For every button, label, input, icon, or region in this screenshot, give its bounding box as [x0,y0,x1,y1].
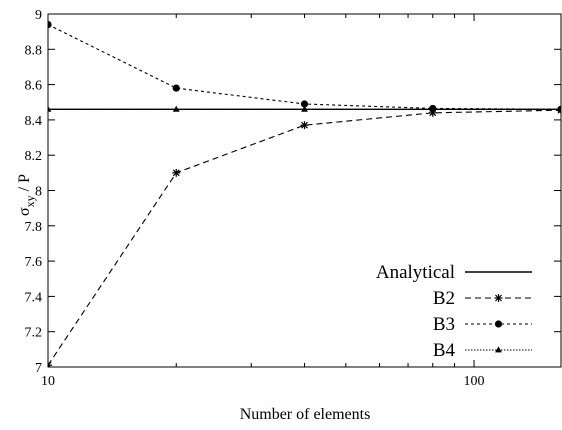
data-point-circle [172,84,180,92]
data-point-circle [300,100,309,108]
legend-label: B4 [433,340,456,361]
series-b3 [48,20,561,113]
y-tick-label: 7.6 [25,255,43,270]
axis-ticks: 7 7.2 7.4 7.6 7.8 8 8.2 8.4 8.6 8.8 9 10 100 [25,8,561,389]
y-axis-label-subscript: xy [23,195,37,207]
y-tick-label: 8 [35,185,42,200]
data-point-asterisk [494,294,503,302]
y-tick-label: 7 [35,361,42,376]
y-axis-label-symbol: σ [16,207,33,216]
y-tick-label: 8.6 [25,79,43,94]
data-point-circle [494,320,503,328]
y-tick-label: 7.4 [25,290,43,305]
y-tick-label: 8.8 [25,43,43,58]
y-tick-label: 8.4 [25,114,43,129]
data-point-triangle [172,105,180,112]
data-point-asterisk [300,121,309,130]
series-line [48,24,561,110]
y-tick-label: 7.8 [25,220,43,235]
data-point-asterisk [172,168,181,177]
legend-label: B3 [433,314,455,335]
y-axis-label-suffix: / P [16,174,33,195]
series-b4 [48,105,561,112]
plot-frame [47,13,562,368]
data-point-triangle [301,105,308,112]
legend-label: Analytical [376,262,455,283]
x-tick-label: 10 [41,374,55,389]
plot-area [47,13,562,368]
legend-item-b2: B2 [433,288,532,309]
series-layer [48,20,561,367]
legend: Analytical B2 B3 B4 [376,262,532,361]
series-line [48,109,561,366]
x-tick-label: 100 [464,374,485,389]
y-tick-label: 9 [35,8,42,23]
data-point-circle [48,20,52,29]
y-tick-label: 7.2 [25,326,43,341]
legend-item-b4: B4 [433,340,532,361]
x-axis-label: Number of elements [240,406,371,423]
y-axis-label: σxy / P [16,174,37,216]
legend-item-b3: B3 [433,314,532,335]
legend-item-analytical: Analytical [376,262,532,283]
series-b2 [48,106,561,367]
data-point-asterisk [48,361,52,367]
data-point-triangle [495,346,502,353]
data-point-triangle [429,105,437,112]
legend-label: B2 [433,288,455,309]
data-point-triangle [48,105,52,112]
data-point-triangle [557,105,561,112]
y-tick-label: 8.2 [25,149,43,164]
